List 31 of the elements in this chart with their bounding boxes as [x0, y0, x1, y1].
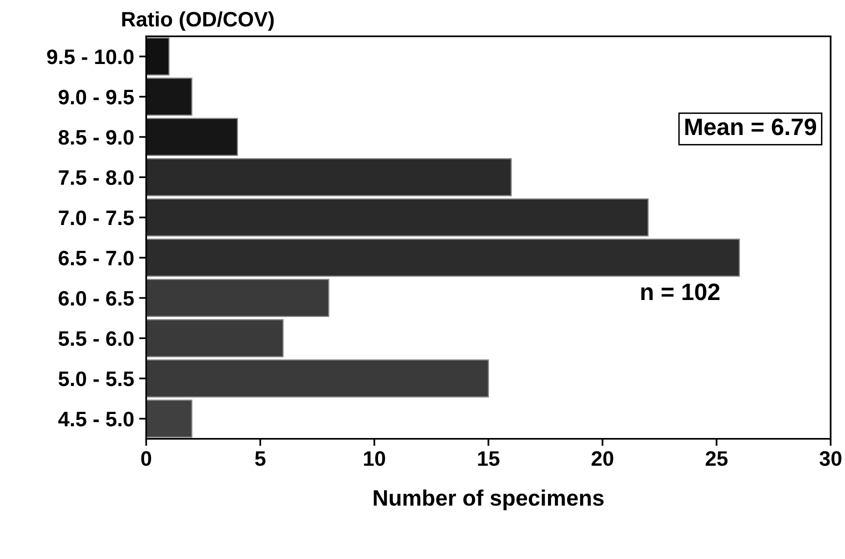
- bar: [146, 118, 238, 156]
- x-tick-label: 0: [141, 451, 152, 466]
- y-tick-label: 6.5 - 7.0: [58, 250, 134, 266]
- y-tick-label: 8.5 - 9.0: [58, 130, 134, 145]
- annotation: Mean = 6.79: [685, 118, 816, 136]
- bar: [146, 319, 284, 358]
- y-tick-label: 5.5 - 6.0: [58, 331, 134, 346]
- x-tick-label: 25: [706, 451, 728, 466]
- x-axis-title: Number of specimens: [374, 489, 604, 510]
- y-tick-label: 9.0 - 9.5: [58, 90, 134, 104]
- y-tick-label: 9.5 - 10.0: [47, 49, 134, 64]
- bar: [146, 158, 512, 196]
- x-tick-label: 20: [592, 451, 614, 466]
- bar: [146, 37, 170, 76]
- y-tick-label: 5.0 - 5.5: [58, 371, 134, 386]
- bar: [146, 278, 330, 318]
- y-axis-title: Ratio (OD/COV): [122, 11, 274, 31]
- bar: [146, 400, 192, 438]
- x-tick-label: 30: [820, 451, 842, 466]
- y-tick-label: 7.5 - 8.0: [58, 170, 134, 185]
- bar: [146, 198, 649, 237]
- annotation: n = 102: [641, 284, 720, 300]
- bar: [146, 238, 740, 277]
- x-tick-label: 15: [478, 451, 500, 466]
- bar: [146, 359, 489, 398]
- y-tick-label: 4.5 - 5.0: [58, 412, 134, 426]
- bar: [146, 78, 192, 116]
- x-tick-label: 10: [364, 451, 386, 466]
- y-tick-label: 7.0 - 7.5: [58, 210, 134, 226]
- y-tick-label: 6.0 - 6.5: [58, 290, 134, 306]
- x-tick-label: 5: [255, 451, 266, 466]
